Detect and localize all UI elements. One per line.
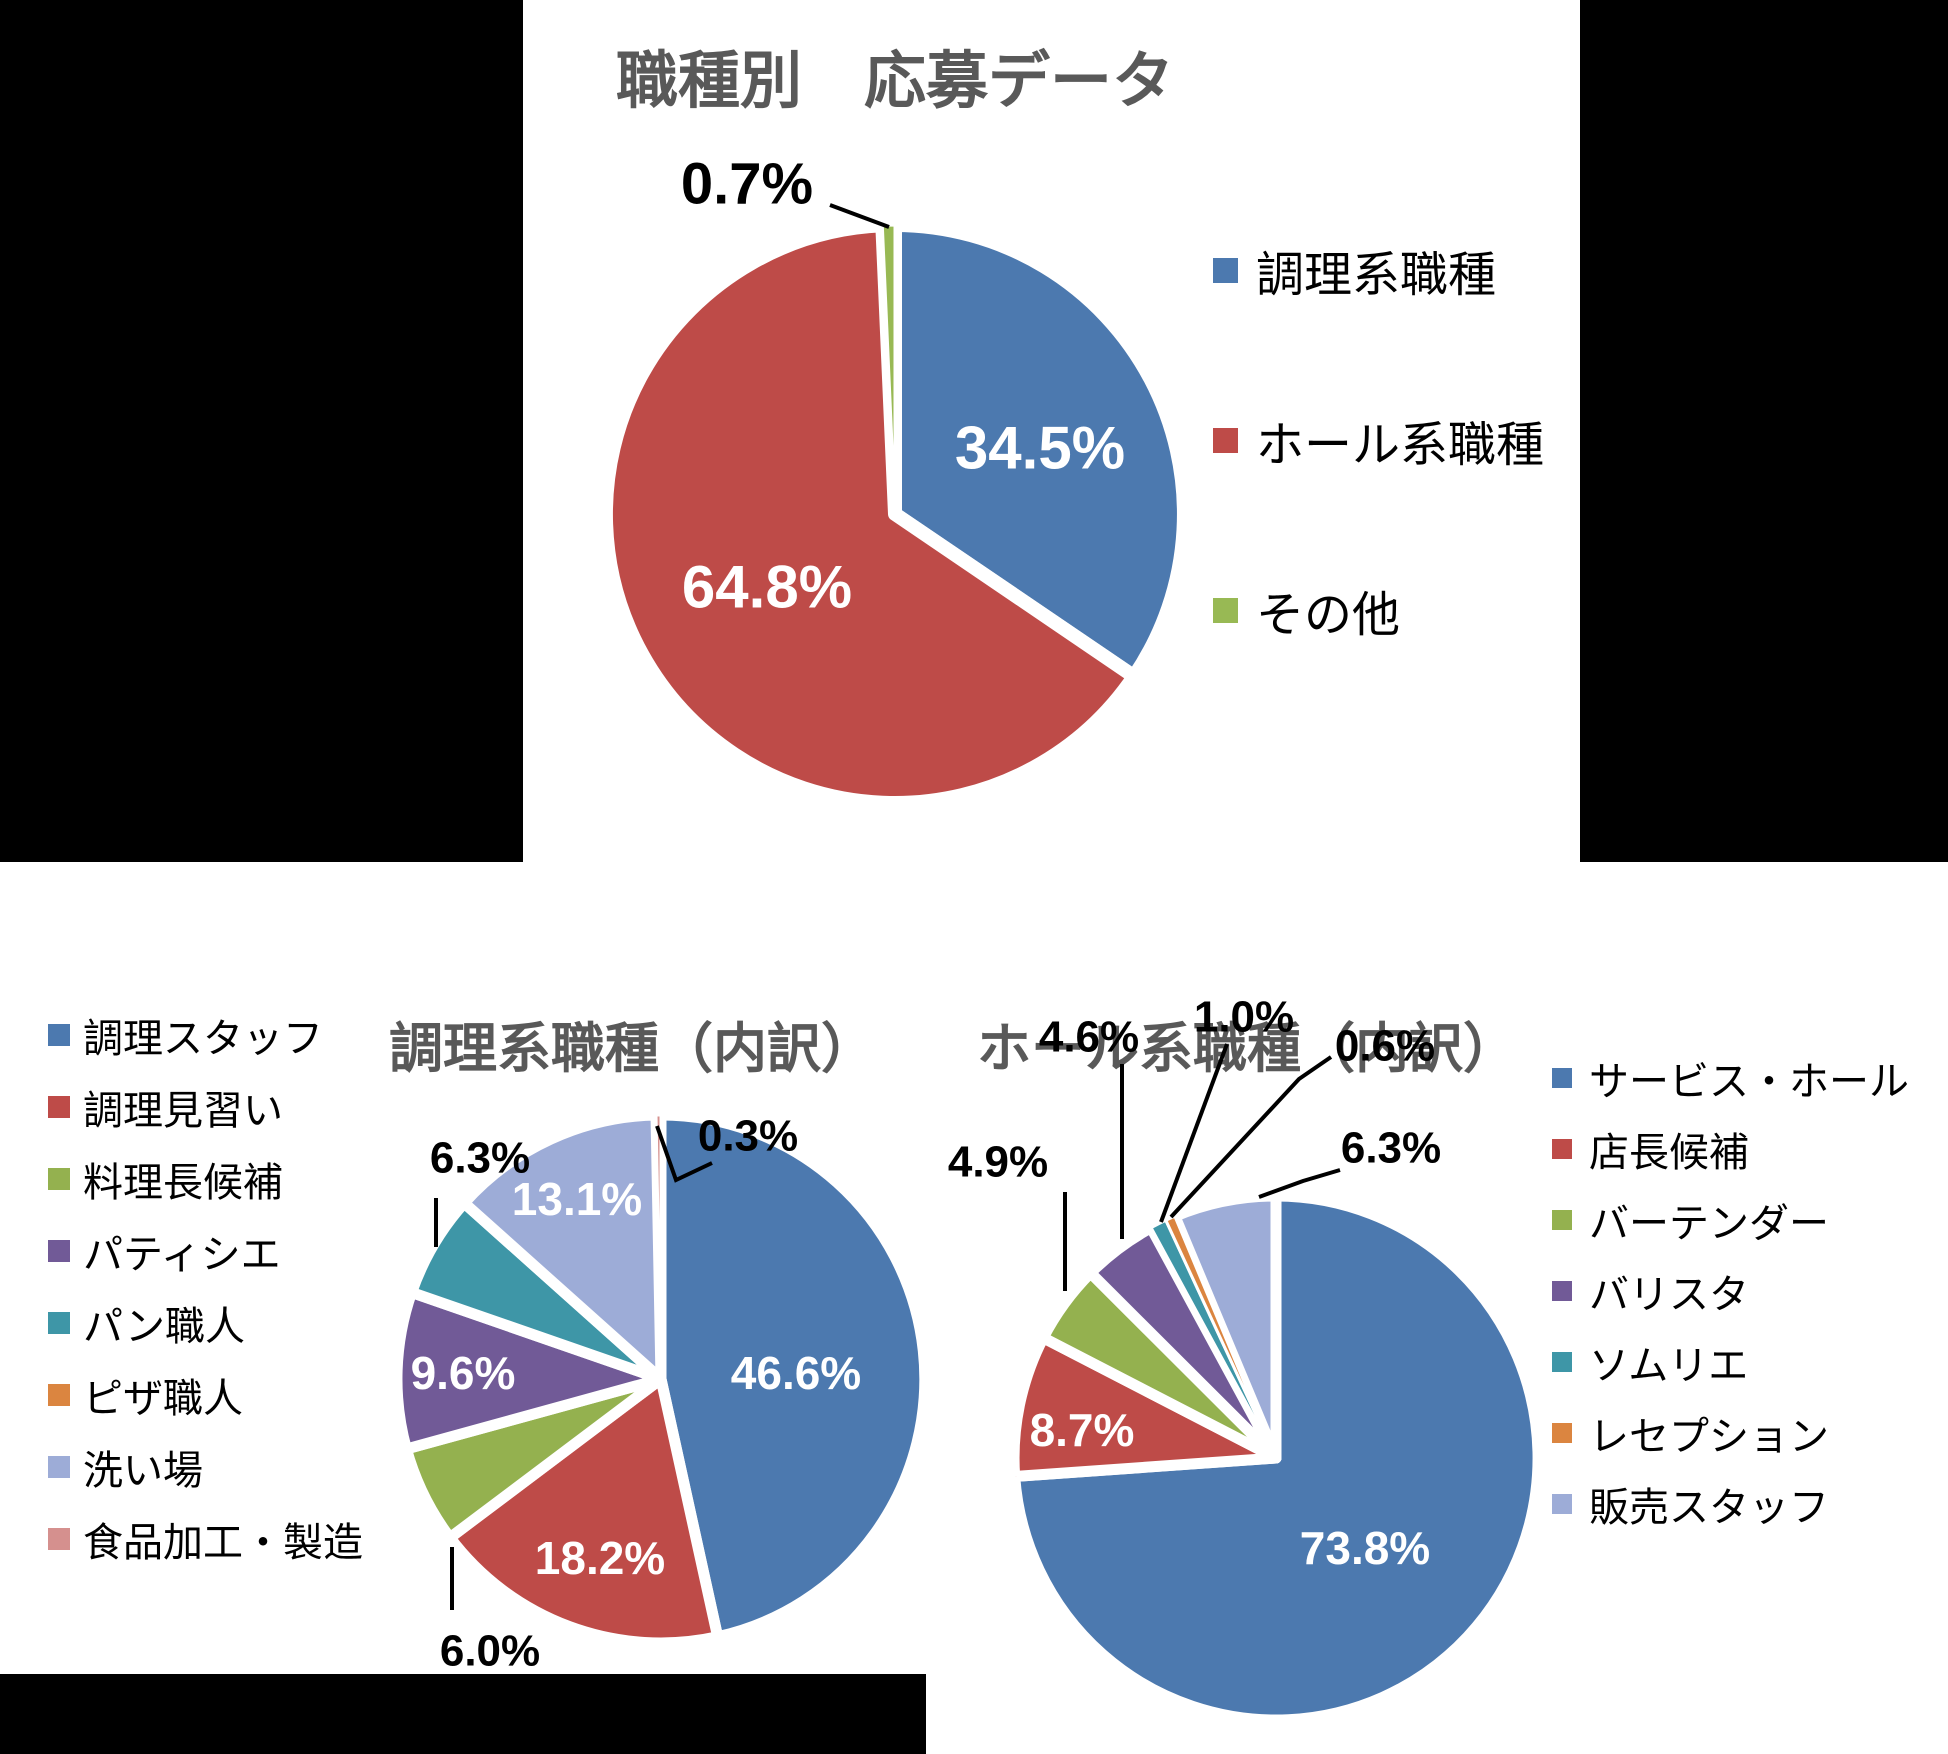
pct-label-hall-6: 6.3% <box>1341 1124 1441 1173</box>
legend-item-cooking-2: 料理長候補 <box>48 1143 363 1215</box>
legend-label: 店長候補 <box>1589 1130 1749 1175</box>
legend-hall: サービス・ホール 店長候補バーテンダー バリスタソムリエレセプション 販売スタッフ <box>1552 1042 1909 1539</box>
pie-slice-cooking-7 <box>654 1113 663 1381</box>
pct-label-overall-2: 0.7% <box>681 152 813 217</box>
pct-label-cooking-6: 13.1% <box>512 1173 642 1225</box>
leader-line-overall-2 <box>829 203 890 229</box>
legend-overall: 調理系職種ホール系職種 その他 <box>1213 185 1544 695</box>
pie-slice-cooking-0 <box>655 1109 931 1643</box>
background-mask-bottom-left <box>0 1674 926 1754</box>
legend-label: バーテンダー <box>1589 1201 1829 1246</box>
pct-label-hall-2: 4.9% <box>948 1138 1048 1187</box>
pct-label-hall-0: 73.8% <box>1300 1522 1430 1574</box>
pct-label-cooking-0: 46.6% <box>731 1347 861 1399</box>
legend-label: 調理系職種 <box>1256 249 1497 302</box>
legend-label: 調理スタッフ <box>83 1017 323 1061</box>
chart-title-overall: 職種別 応募データ <box>615 47 1175 116</box>
legend-item-overall-2: その他 <box>1213 525 1544 695</box>
pct-label-cooking-4: 6.3% <box>430 1134 530 1183</box>
legend-marker-icon <box>1552 1138 1572 1159</box>
pie-slice-overall-1 <box>599 218 1141 811</box>
legend-marker-icon <box>48 1528 70 1550</box>
leader-line-hall-4 <box>1159 1043 1229 1223</box>
leader-line-hall-5 <box>1169 1055 1333 1219</box>
legend-item-cooking-7: 食品加工・製造 <box>48 1503 363 1575</box>
legend-marker-icon <box>1552 1209 1572 1230</box>
legend-item-overall-0: 調理系職種 <box>1213 185 1544 355</box>
legend-marker-icon <box>48 1240 70 1262</box>
legend-item-cooking-3: パティシエ <box>48 1215 363 1287</box>
legend-item-hall-0: サービス・ホール <box>1552 1042 1909 1113</box>
pct-label-cooking-1: 18.2% <box>535 1532 665 1584</box>
legend-marker-icon <box>48 1096 70 1118</box>
legend-item-hall-3: バリスタ <box>1552 1255 1909 1326</box>
pct-label-cooking-3: 9.6% <box>411 1347 516 1399</box>
leader-line-hall-6 <box>1258 1168 1341 1199</box>
legend-label: バリスタ <box>1589 1272 1749 1317</box>
legend-item-cooking-6: 洗い場 <box>48 1431 363 1503</box>
legend-label: レセプション <box>1589 1414 1829 1459</box>
legend-item-hall-1: 店長候補 <box>1552 1113 1909 1184</box>
pie-slice-overall-0 <box>888 218 1191 684</box>
pct-label-hall-5: 0.6% <box>1335 1022 1435 1071</box>
pct-label-hall-4: 1.0% <box>1194 993 1294 1042</box>
pct-label-hall-1: 8.7% <box>1030 1404 1135 1456</box>
legend-label: ホール系職種 <box>1256 419 1545 472</box>
legend-marker-icon <box>1552 1493 1572 1514</box>
legend-label: 洗い場 <box>83 1449 203 1493</box>
background-mask-top-left <box>0 0 523 862</box>
legend-marker-icon <box>1552 1280 1572 1301</box>
legend-marker-icon <box>48 1384 70 1406</box>
legend-marker-icon <box>1552 1351 1572 1372</box>
pct-label-cooking-7: 0.3% <box>698 1112 798 1161</box>
legend-label: パティシエ <box>83 1233 281 1277</box>
pie-slice-hall-1 <box>1008 1332 1282 1482</box>
legend-item-hall-4: ソムリエ <box>1552 1326 1909 1397</box>
legend-item-cooking-0: 調理スタッフ <box>48 999 363 1071</box>
pie-slice-cooking-1 <box>444 1373 724 1649</box>
legend-cooking: 調理スタッフ 調理見習い料理長候補パティシエパン職人ピザ職人洗い場食品加工・製造 <box>48 999 363 1575</box>
chart-title-hall: ホール系職種（内訳） <box>977 1019 1517 1079</box>
legend-item-cooking-4: パン職人 <box>48 1287 363 1359</box>
pct-label-overall-0: 34.5% <box>955 415 1125 482</box>
pct-label-overall-1: 64.8% <box>682 554 852 621</box>
legend-marker-icon <box>48 1456 70 1478</box>
legend-label: 料理長候補 <box>83 1161 283 1205</box>
chart-title-cooking: 調理系職種（内訳） <box>389 1019 875 1079</box>
legend-marker-icon <box>48 1312 70 1334</box>
pct-label-cooking-2: 6.0% <box>440 1627 540 1676</box>
legend-label: 食品加工・製造 <box>83 1521 363 1565</box>
legend-marker-icon <box>48 1168 70 1190</box>
legend-item-hall-6: 販売スタッフ <box>1552 1468 1909 1539</box>
legend-item-cooking-1: 調理見習い <box>48 1071 363 1143</box>
background-mask-top-right <box>1580 0 1948 862</box>
legend-marker-icon <box>48 1024 70 1046</box>
legend-item-hall-2: バーテンダー <box>1552 1184 1909 1255</box>
legend-label: 調理見習い <box>83 1089 283 1133</box>
legend-item-hall-5: レセプション <box>1552 1397 1909 1468</box>
legend-marker-icon <box>1552 1067 1572 1088</box>
legend-marker-icon <box>1552 1422 1572 1443</box>
legend-label: その他 <box>1256 589 1401 642</box>
legend-item-overall-1: ホール系職種 <box>1213 355 1544 525</box>
pie-slice-cooking-3 <box>391 1286 667 1455</box>
pie-slice-cooking-6 <box>458 1109 667 1385</box>
legend-marker-icon <box>1213 427 1238 453</box>
legend-item-cooking-5: ピザ職人 <box>48 1359 363 1431</box>
leader-line-cooking-7 <box>655 1125 713 1183</box>
pie-slice-hall-5 <box>1164 1214 1278 1460</box>
legend-label: ピザ職人 <box>83 1377 243 1421</box>
legend-label: 販売スタッフ <box>1589 1485 1829 1530</box>
legend-label: サービス・ホール <box>1589 1059 1909 1104</box>
legend-marker-icon <box>1213 597 1238 623</box>
legend-label: ソムリエ <box>1589 1343 1749 1388</box>
legend-marker-icon <box>1213 257 1238 283</box>
pct-label-hall-3: 4.6% <box>1039 1013 1139 1062</box>
legend-label: パン職人 <box>83 1305 245 1349</box>
